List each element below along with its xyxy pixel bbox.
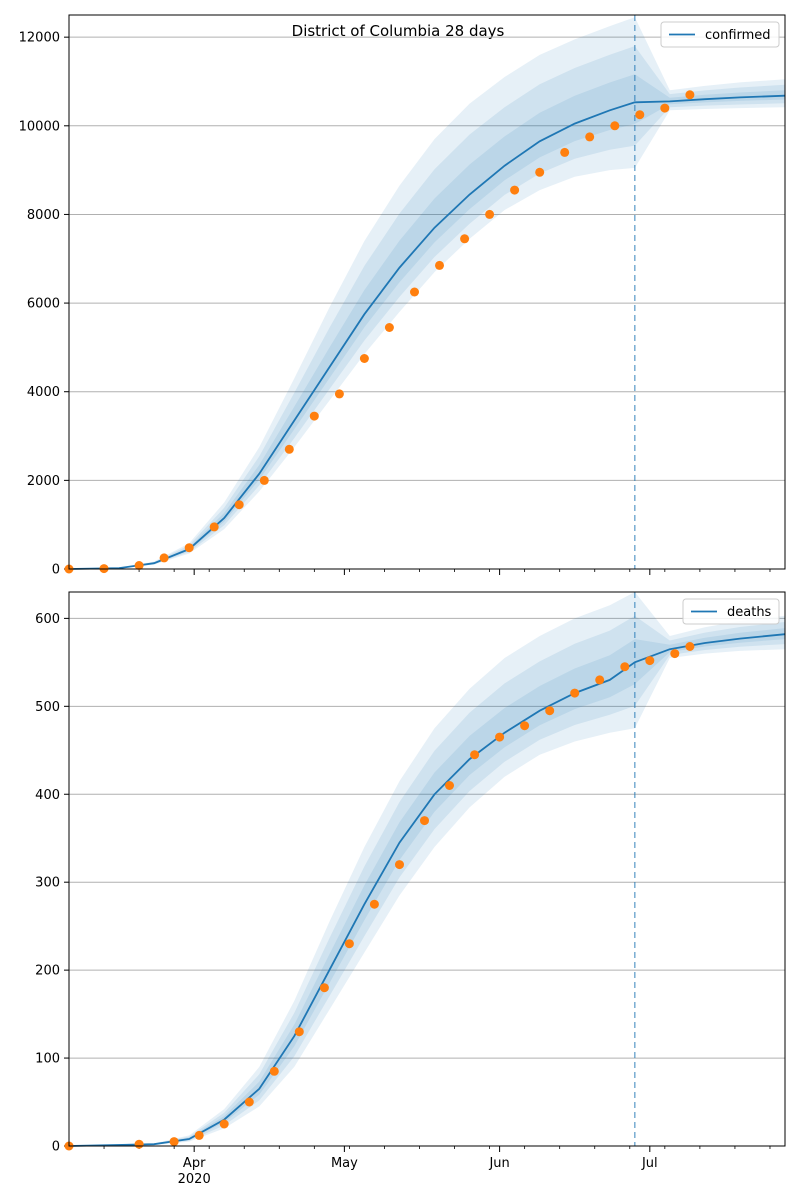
y-tick-label: 12000 [19, 31, 60, 46]
y-tick-label: 500 [35, 700, 60, 715]
observed-point [169, 1137, 179, 1147]
observed-point [209, 522, 219, 532]
observed-point [284, 444, 294, 454]
observed-point [159, 553, 169, 563]
observed-point [309, 411, 319, 421]
observed-point [620, 662, 630, 672]
y-tick-label: 600 [35, 612, 60, 627]
observed-point [134, 1139, 144, 1149]
observed-point [495, 732, 505, 742]
axes-frame [68, 14, 786, 570]
legend-label: confirmed [705, 28, 771, 43]
observed-point [510, 185, 520, 195]
observed-point [410, 287, 419, 297]
observed-point [384, 323, 394, 332]
observed-point [485, 209, 495, 219]
observed-point [635, 110, 645, 120]
y-tick-label: 10000 [19, 119, 60, 134]
x-tick-sublabel: 2020 [178, 1172, 211, 1187]
observed-point [685, 642, 695, 651]
observed-point [560, 147, 570, 157]
observed-point [369, 899, 379, 909]
observed-point [344, 939, 354, 949]
confirmed-panel: 0 2000 4000 6000 8000 10000 12000 confirmed [19, 14, 786, 578]
y-tick-label: 300 [35, 876, 60, 891]
observed-point [460, 234, 470, 244]
y-tick-label: 200 [35, 964, 60, 979]
observed-point [334, 389, 344, 399]
observed-point [244, 1097, 254, 1107]
uncertainty-band-1 [69, 592, 785, 1146]
observed-point [645, 656, 655, 666]
observed-point [660, 103, 670, 113]
legend-label: deaths [727, 605, 772, 620]
x-tick-label: May [331, 1156, 358, 1171]
observed-point [294, 1027, 304, 1037]
observed-point [134, 561, 144, 570]
observed-point [610, 121, 620, 131]
observed-point [319, 983, 329, 993]
deaths-line [68, 633, 786, 1147]
observed-point [219, 1119, 229, 1129]
x-tick-label: Jun [488, 1156, 509, 1171]
observed-point [535, 167, 545, 177]
y-tick-label: 8000 [27, 208, 60, 223]
observed-point [234, 500, 244, 510]
legend-box [682, 598, 780, 625]
observed-point [184, 543, 194, 553]
legend-box [660, 21, 780, 48]
y-tick-label: 100 [35, 1052, 60, 1067]
confirmed-line [68, 94, 786, 570]
y-tick-label: 400 [35, 788, 60, 803]
observed-point [435, 260, 444, 270]
observed-point [269, 1066, 279, 1076]
observed-point [445, 781, 454, 790]
observed-point [670, 649, 680, 659]
y-tick-label: 2000 [27, 474, 60, 489]
observed-point [520, 721, 530, 731]
x-tick-label: Jul [641, 1156, 658, 1171]
observed-point [259, 475, 269, 485]
observed-point [685, 90, 695, 100]
figure-title: District of Columbia 28 days [292, 22, 505, 40]
observed-point [545, 706, 555, 716]
x-tick-label: Apr [183, 1156, 206, 1171]
observed-point [595, 675, 605, 685]
y-tick-label: 0 [52, 1140, 60, 1155]
observed-point [420, 816, 429, 826]
observed-point [470, 750, 480, 760]
observed-point [359, 354, 369, 363]
y-tick-label: 6000 [27, 297, 60, 312]
observed-point [395, 860, 404, 870]
observed-point [570, 688, 580, 698]
axes-frame [68, 591, 786, 1147]
observed-point [194, 1130, 204, 1140]
observed-point [585, 132, 595, 142]
uncertainty-band-1 [69, 17, 785, 569]
y-tick-label: 4000 [27, 385, 60, 400]
y-tick-label: 0 [52, 563, 60, 578]
